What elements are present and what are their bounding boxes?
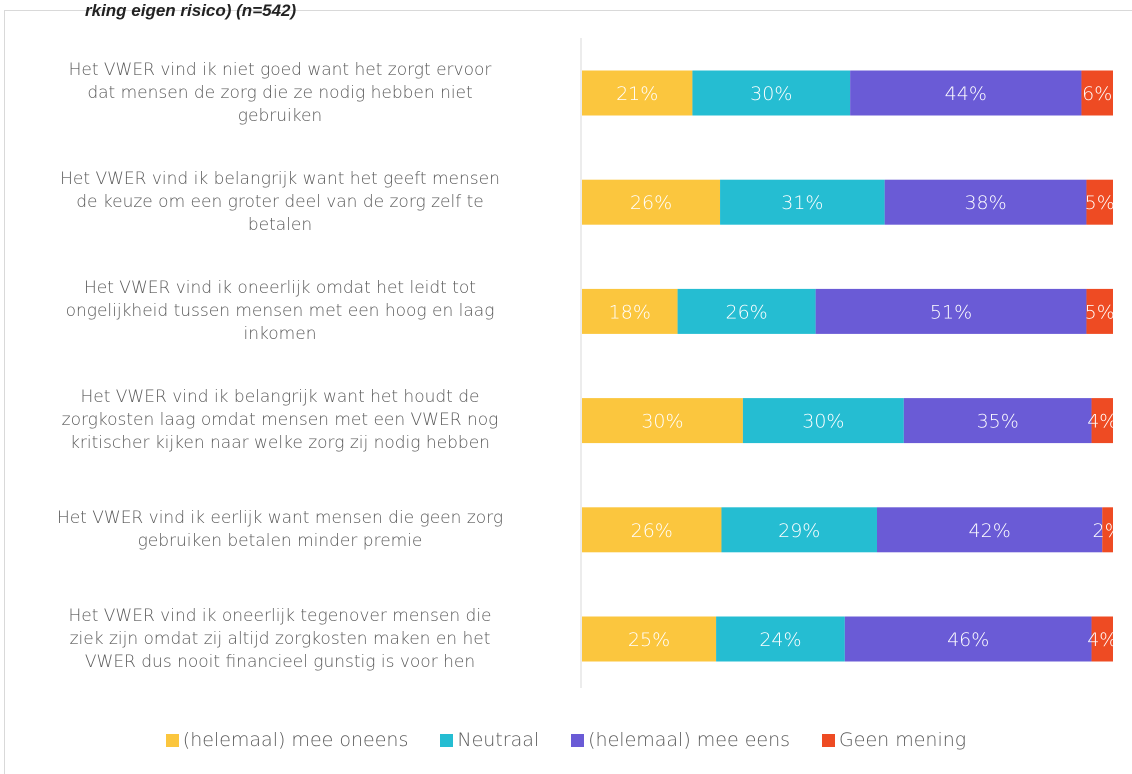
category-label-line: betalen	[247, 214, 313, 235]
bar-segment	[582, 70, 693, 116]
category-label-line: Het VWER vind ik oneerlijk omdat het lei…	[84, 277, 476, 298]
bar-data-label: 38%	[964, 192, 1006, 214]
category-label: Het VWER vind ik oneerlijk tegenover men…	[0, 605, 560, 674]
bar-data-label: 2%	[1093, 520, 1123, 542]
chart-title-partial: rking eigen risico) (n=542)	[85, 1, 297, 20]
bar-data-label: 31%	[781, 192, 823, 214]
category-label-line: VWER dus nooit financieel gunstig is voo…	[84, 651, 476, 672]
bar-data-label: 25%	[628, 629, 670, 651]
bar-data-label: 5%	[1085, 301, 1115, 323]
bar-segment	[720, 179, 885, 225]
category-label: Het VWER vind ik oneerlijk omdat het lei…	[0, 277, 560, 346]
bar-data-label: 35%	[977, 411, 1019, 433]
category-label: Het VWER vind ik belangrijk want het hou…	[0, 386, 560, 455]
bar-data-label: 30%	[802, 411, 844, 433]
bar-segment	[815, 288, 1087, 334]
bar-data-label: 29%	[778, 520, 820, 542]
category-label-line: Het VWER vind ik eerlijk want mensen die…	[56, 507, 504, 528]
bar-data-label: 26%	[630, 192, 672, 214]
bar-segment	[1091, 398, 1113, 444]
legend: (helemaal) mee oneens Neutraal (helemaal) …	[0, 729, 1132, 751]
legend-swatch	[165, 733, 179, 747]
legend-item: Geen mening	[822, 729, 966, 751]
bar-data-label: 4%	[1087, 411, 1117, 433]
bar-data-label: 26%	[631, 520, 673, 542]
bar-data-label: 30%	[641, 411, 683, 433]
legend-label: Geen mening	[839, 729, 967, 751]
legend-label: Neutraal	[457, 729, 540, 751]
category-label-line: inkomen	[243, 323, 317, 344]
category-label-line: ongelijkheid tussen mensen met een hoog …	[65, 300, 495, 321]
bar-segment	[877, 507, 1103, 553]
bar-data-label: 44%	[945, 83, 987, 105]
bar-segment	[582, 616, 717, 662]
bar-segment	[1086, 179, 1113, 225]
category-label-line: Het VWER vind ik belangrijk want het gee…	[60, 168, 500, 189]
bar-segment	[742, 398, 904, 444]
category-label: Het VWER vind ik eerlijk want mensen die…	[0, 507, 560, 553]
category-label-line: ziek zijn omdat zij altijd zorgkosten ma…	[69, 628, 491, 649]
bar-data-label: 6%	[1082, 83, 1112, 105]
bar-segment	[884, 179, 1087, 225]
legend-label: (helemaal) mee oneens	[182, 729, 409, 751]
category-label-line: Het VWER vind ik oneerlijk tegenover men…	[68, 605, 492, 626]
bar-data-label: 24%	[759, 629, 801, 651]
bar-data-label: 46%	[947, 629, 989, 651]
bar-segment	[692, 70, 851, 116]
legend-item: (helemaal) mee eens	[571, 729, 790, 751]
bar-segment	[1081, 70, 1113, 116]
category-label-line: dat mensen de zorg die ze nodig hebben n…	[87, 82, 473, 103]
legend-swatch	[440, 733, 454, 747]
category-label-line: Het VWER vind ik belangrijk want het hou…	[80, 387, 480, 408]
bar-data-label: 21%	[616, 83, 658, 105]
bar-segment	[582, 398, 743, 444]
category-label-line: kritischer kijken naar welke zorg zij no…	[70, 433, 490, 454]
category-label-line: gebruiken	[237, 105, 323, 126]
bar-segment	[677, 288, 816, 334]
category-label-line: Het VWER vind ik niet goed want het zorg…	[68, 59, 492, 80]
bar-data-label: 51%	[930, 301, 972, 323]
bar-data-label: 4%	[1087, 629, 1117, 651]
bar-data-label: 42%	[969, 520, 1011, 542]
bar-data-label: 26%	[725, 301, 767, 323]
bar-segment	[903, 398, 1092, 444]
category-label: Het VWER vind ik belangrijk want het gee…	[0, 168, 560, 237]
bar-segment	[1091, 616, 1113, 662]
category-label: Het VWER vind ik niet goed want het zorg…	[0, 59, 560, 128]
bar-segment	[850, 70, 1082, 116]
bar-segment	[582, 179, 721, 225]
legend-swatch	[571, 733, 585, 747]
bar-segment	[582, 507, 722, 553]
bar-segment	[582, 288, 678, 334]
legend-label: (helemaal) mee eens	[588, 729, 791, 751]
legend-item: (helemaal) mee oneens	[165, 729, 409, 751]
legend-swatch	[822, 733, 836, 747]
bar-segment	[721, 507, 877, 553]
bar-data-label: 30%	[750, 83, 792, 105]
bar-data-label: 18%	[609, 301, 651, 323]
category-label-line: zorgkosten laag omdat mensen met een VWE…	[61, 410, 499, 431]
bar-segment	[716, 616, 845, 662]
chart-frame: rking eigen risico) (n=542)	[4, 1, 1132, 774]
bar-segment	[1086, 288, 1113, 334]
bar-segment	[1102, 507, 1113, 553]
category-label-line: gebruiken betalen minder premie	[137, 530, 423, 551]
category-label-line: de keuze om een groter deel van de zorg …	[76, 191, 484, 212]
legend-item: Neutraal	[440, 729, 539, 751]
bar-segment	[844, 616, 1092, 662]
bar-data-label: 5%	[1085, 192, 1115, 214]
